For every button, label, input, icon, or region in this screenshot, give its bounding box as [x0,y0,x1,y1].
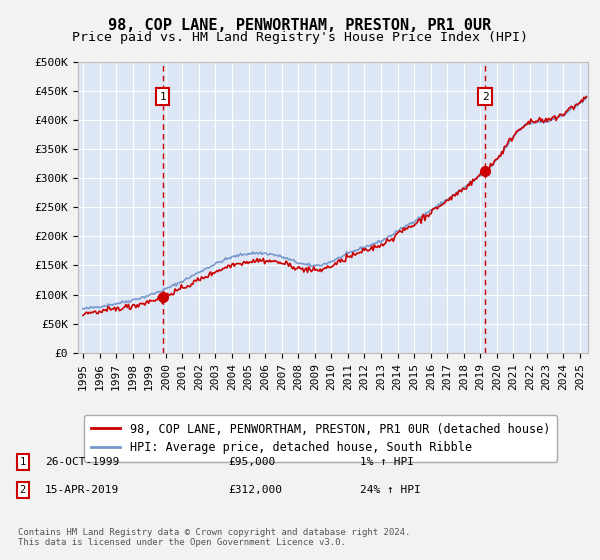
Text: 2: 2 [20,485,26,495]
Text: 2: 2 [482,91,488,101]
Text: 1: 1 [20,457,26,467]
Text: 1: 1 [160,91,166,101]
Legend: 98, COP LANE, PENWORTHAM, PRESTON, PR1 0UR (detached house), HPI: Average price,: 98, COP LANE, PENWORTHAM, PRESTON, PR1 0… [84,416,557,461]
Text: 15-APR-2019: 15-APR-2019 [45,485,119,495]
Text: Price paid vs. HM Land Registry's House Price Index (HPI): Price paid vs. HM Land Registry's House … [72,31,528,44]
Text: 24% ↑ HPI: 24% ↑ HPI [360,485,421,495]
Text: 1% ↑ HPI: 1% ↑ HPI [360,457,414,467]
Text: 26-OCT-1999: 26-OCT-1999 [45,457,119,467]
Text: Contains HM Land Registry data © Crown copyright and database right 2024.
This d: Contains HM Land Registry data © Crown c… [18,528,410,547]
Text: £95,000: £95,000 [228,457,275,467]
Text: £312,000: £312,000 [228,485,282,495]
Text: 98, COP LANE, PENWORTHAM, PRESTON, PR1 0UR: 98, COP LANE, PENWORTHAM, PRESTON, PR1 0… [109,18,491,34]
